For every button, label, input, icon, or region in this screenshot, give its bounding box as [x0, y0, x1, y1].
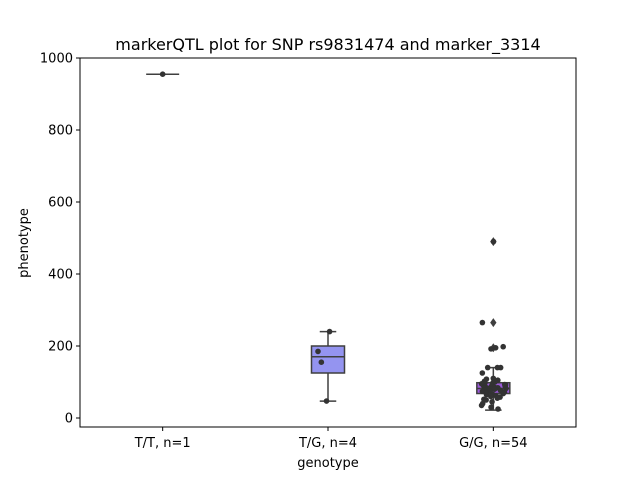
y-tick-label: 200 — [48, 340, 73, 355]
data-point — [159, 71, 166, 77]
data-point — [478, 402, 485, 409]
data-point — [500, 390, 507, 397]
data-point — [494, 364, 501, 371]
data-point — [491, 386, 498, 393]
data-point — [489, 399, 495, 405]
data-point — [323, 398, 330, 404]
data-point — [483, 397, 489, 403]
data-point — [479, 319, 486, 326]
y-tick-label: 400 — [48, 268, 73, 283]
data-point — [326, 328, 333, 335]
data-point — [315, 348, 321, 355]
data-point — [492, 345, 499, 351]
data-point — [488, 404, 494, 411]
data-point — [487, 393, 494, 400]
data-point — [500, 343, 506, 350]
data-point — [488, 346, 494, 352]
data-point — [490, 238, 497, 245]
x-tick-label: T/T, n=1 — [134, 436, 191, 451]
y-tick-label: 800 — [48, 124, 73, 139]
chart-title: markerQTL plot for SNP rs9831474 and mar… — [115, 35, 540, 55]
y-axis-label: phenotype — [17, 208, 32, 278]
strip-points — [159, 71, 509, 412]
data-point — [484, 364, 491, 371]
y-tick-label: 600 — [48, 196, 73, 211]
y-tick-label: 1000 — [40, 52, 73, 67]
data-point — [494, 395, 501, 402]
data-point — [479, 370, 486, 376]
data-point — [483, 391, 490, 398]
x-axis-label: genotype — [297, 456, 358, 471]
data-point — [318, 359, 325, 366]
y-axis: 0 200 400 600 800 1000 — [40, 52, 80, 427]
outlier-marker — [490, 318, 497, 328]
data-point — [495, 406, 501, 412]
y-tick-label: 0 — [65, 412, 73, 427]
x-tick-label: G/G, n=54 — [459, 436, 527, 451]
x-axis: T/T, n=1 T/G, n=4 G/G, n=54 — [134, 427, 528, 451]
x-tick-label: T/G, n=4 — [298, 436, 357, 451]
